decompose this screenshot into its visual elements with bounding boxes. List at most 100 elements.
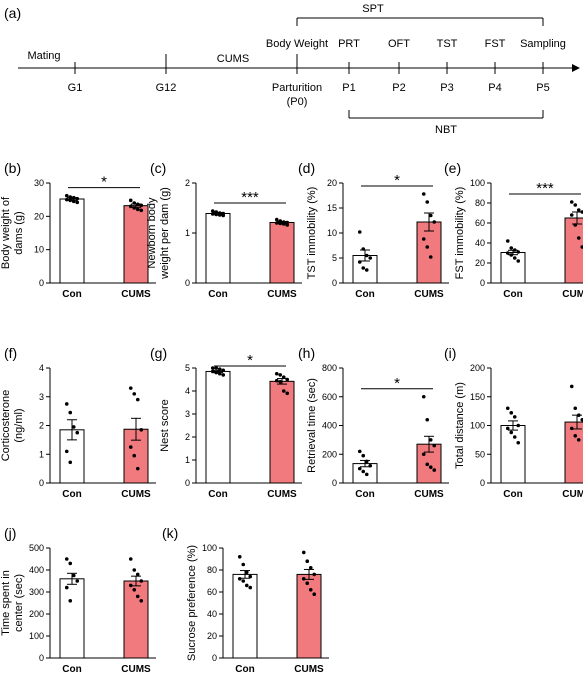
bar-con (500, 252, 526, 284)
data-point (580, 245, 583, 249)
data-point (135, 397, 140, 402)
panel-letter-a: (a) (4, 5, 21, 21)
data-point (221, 213, 226, 218)
spt-label: SPT (362, 3, 384, 15)
bar-con (205, 213, 231, 284)
data-point (64, 402, 69, 406)
data-point (432, 468, 437, 472)
y-tick-label: 50 (475, 449, 485, 459)
data-point (132, 568, 137, 572)
data-point (210, 212, 215, 216)
y-tick-label: 0 (39, 278, 44, 288)
y-tick-label: 20 (34, 211, 44, 221)
data-point (274, 217, 279, 222)
data-point (573, 203, 578, 207)
panel-letter: (f) (4, 345, 17, 361)
y-axis-label: center (sec) (13, 574, 25, 632)
data-point (135, 466, 140, 471)
data-point (569, 200, 574, 204)
data-point (281, 375, 286, 380)
data-point (505, 239, 510, 243)
y-tick-label: 100 (470, 421, 485, 431)
bar-cums (564, 217, 583, 284)
data-point (301, 550, 306, 555)
data-point (576, 208, 581, 212)
data-point (505, 251, 510, 255)
data-point (509, 253, 514, 257)
panel-letter: (g) (150, 345, 167, 361)
significance-marker: *** (536, 180, 554, 197)
y-tick-label: 200 (322, 449, 337, 459)
data-point (573, 406, 578, 411)
data-point (132, 392, 137, 396)
data-point (139, 208, 144, 213)
y-axis-label: dams (g) (13, 211, 25, 254)
data-point (505, 406, 510, 411)
chart-panel-i: (i) Total distance (m) 0 50 100 150 200 Con CUMS (444, 345, 583, 500)
x-category-label: CUMS (562, 489, 583, 500)
data-point (244, 583, 249, 588)
data-point (361, 453, 366, 458)
x-category-label: Con (62, 489, 81, 500)
data-point (516, 259, 521, 263)
y-tick-label: 1 (185, 228, 190, 238)
y-tick-label: 300 (29, 587, 44, 597)
data-point (75, 200, 80, 205)
data-point (425, 200, 430, 204)
data-point (274, 371, 279, 376)
timeline-event-label: Sampling (520, 38, 566, 50)
data-point (68, 561, 73, 566)
data-point (68, 599, 73, 603)
y-tick-label: 2 (185, 432, 190, 442)
data-point (210, 369, 215, 374)
y-tick-label: 4 (39, 363, 44, 373)
y-axis-label: Retrieval time (sec) (306, 378, 318, 473)
data-point (139, 599, 144, 603)
timeline-event-label: TST (437, 38, 458, 50)
data-point (512, 435, 517, 439)
data-point (516, 423, 521, 428)
data-point (217, 367, 222, 371)
chart-panel-g: (g) Nest score 0 1 2 3 4 5 Con CUMS * (150, 345, 302, 500)
bar-con (205, 370, 231, 484)
y-tick-label: 800 (322, 363, 337, 373)
data-point (357, 449, 362, 454)
data-point (71, 199, 76, 204)
data-point (516, 250, 521, 254)
bar-cums (564, 421, 583, 484)
timeline-day-label: P3 (440, 82, 453, 94)
data-point (135, 594, 140, 599)
data-point (285, 223, 290, 227)
x-category-label: CUMS (121, 289, 151, 300)
data-point (512, 415, 517, 419)
y-tick-label: 0 (212, 653, 217, 663)
significance-marker: *** (241, 189, 259, 206)
x-category-label: Con (235, 664, 254, 675)
y-axis-label: (ng/ml) (13, 408, 25, 442)
data-point (312, 592, 317, 596)
data-point (210, 209, 215, 213)
panel-letter: (e) (444, 160, 461, 176)
data-point (569, 384, 574, 389)
data-point (71, 195, 76, 200)
y-axis-label: Body weight of (0, 196, 12, 269)
panel-letter: (d) (298, 160, 315, 176)
data-point (132, 588, 137, 592)
data-point (75, 430, 80, 435)
data-point (68, 460, 73, 465)
data-point (248, 574, 253, 579)
data-point (128, 386, 133, 390)
data-point (569, 213, 574, 217)
chart-panel-e: (e) FST immobility (%) 0 20 40 60 80 100 Con CUMS… (444, 160, 583, 300)
data-point (576, 413, 581, 417)
y-tick-label: 30 (34, 178, 44, 188)
data-point (364, 268, 369, 272)
y-tick-label: 3 (185, 409, 190, 419)
data-point (214, 212, 219, 217)
y-tick-label: 200 (470, 363, 485, 373)
bar-con (500, 425, 526, 484)
data-point (132, 206, 137, 210)
data-point (132, 453, 137, 458)
data-point (139, 428, 144, 432)
